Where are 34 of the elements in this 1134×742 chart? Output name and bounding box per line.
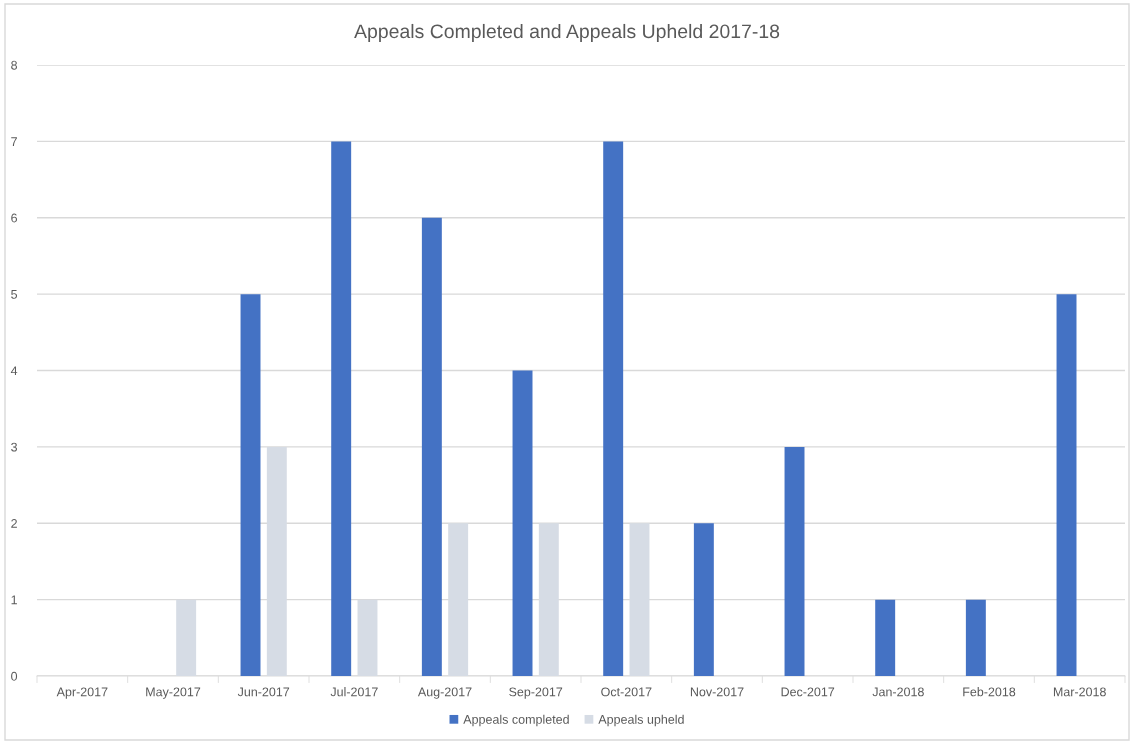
x-tick-label: Jun-2017 [237,687,290,697]
x-tick-label: Sep-2017 [509,687,563,699]
y-tick-label: 2 [11,519,17,528]
y-tick-label: 4 [10,366,18,376]
bar [331,141,352,676]
x-tick-label: Jan-2018 [872,687,924,697]
bar [965,599,986,676]
y-tick-label: 1 [11,595,17,605]
bar [512,370,533,676]
x-tick-label: Apr-2017 [56,687,108,699]
x-tick-label: Dec-2017 [781,687,835,697]
legend-label: Appeals completed [463,714,569,727]
bar [421,217,442,676]
x-tick-label: May-2017 [146,687,201,699]
x-tick-label: Mar-2018 [1053,687,1106,697]
x-tick-label: Nov-2017 [690,687,744,697]
x-tick-label: Feb-2018 [963,687,1016,697]
bar [603,141,624,676]
bar [1056,294,1077,676]
legend-label: Appeals upheld [598,714,684,727]
chart-title: Appeals Completed and Appeals Upheld 2017-18 [354,23,780,43]
bar [784,446,805,676]
bar [875,599,896,676]
x-tick-label: Aug-2017 [417,687,472,699]
bar [693,523,714,676]
y-tick-label: 8 [11,60,18,70]
y-tick-label: 0 [11,671,18,681]
x-tick-label: Oct-2017 [601,687,652,697]
y-tick-label: 7 [11,137,17,146]
y-tick-label: 5 [11,290,18,299]
y-tick-label: 3 [11,442,18,452]
y-tick-label: 6 [11,213,18,223]
x-tick-label: Jul-2017 [330,687,378,697]
bar [240,294,261,676]
